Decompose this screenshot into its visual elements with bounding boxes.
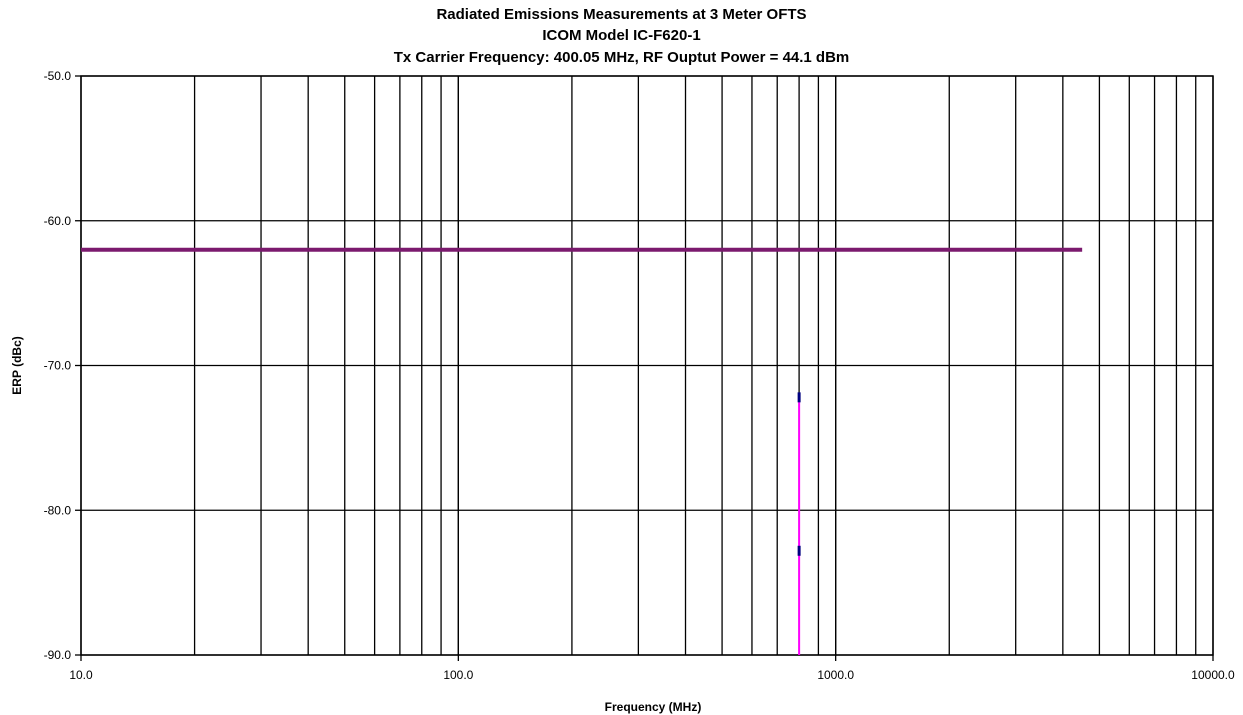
y-tick-label: -60.0 — [44, 214, 72, 228]
series-layer — [81, 247, 1083, 655]
y-tick-label: -70.0 — [44, 359, 72, 373]
label-layer: -50.0 -60.0 -70.0 -80.0 -90.0 10.0 100.0 1000.0… — [10, 69, 1235, 714]
data-point — [797, 392, 801, 403]
plot-border — [80, 75, 1214, 656]
x-tick-label: 100.0 — [443, 668, 473, 682]
x-tick-label: 10.0 — [69, 668, 93, 682]
x-tick-label: 1000.0 — [817, 668, 854, 682]
data-point — [797, 545, 801, 556]
y-tick-label: -50.0 — [44, 69, 72, 83]
x-axis-title: Frequency (MHz) — [605, 700, 702, 714]
x-tick-label: 10000.0 — [1191, 668, 1235, 682]
y-tick-label: -80.0 — [44, 503, 72, 517]
y-tick-label: -90.0 — [44, 648, 72, 662]
y-axis-title: ERP (dBc) — [10, 336, 24, 394]
grid-layer — [75, 75, 1214, 661]
